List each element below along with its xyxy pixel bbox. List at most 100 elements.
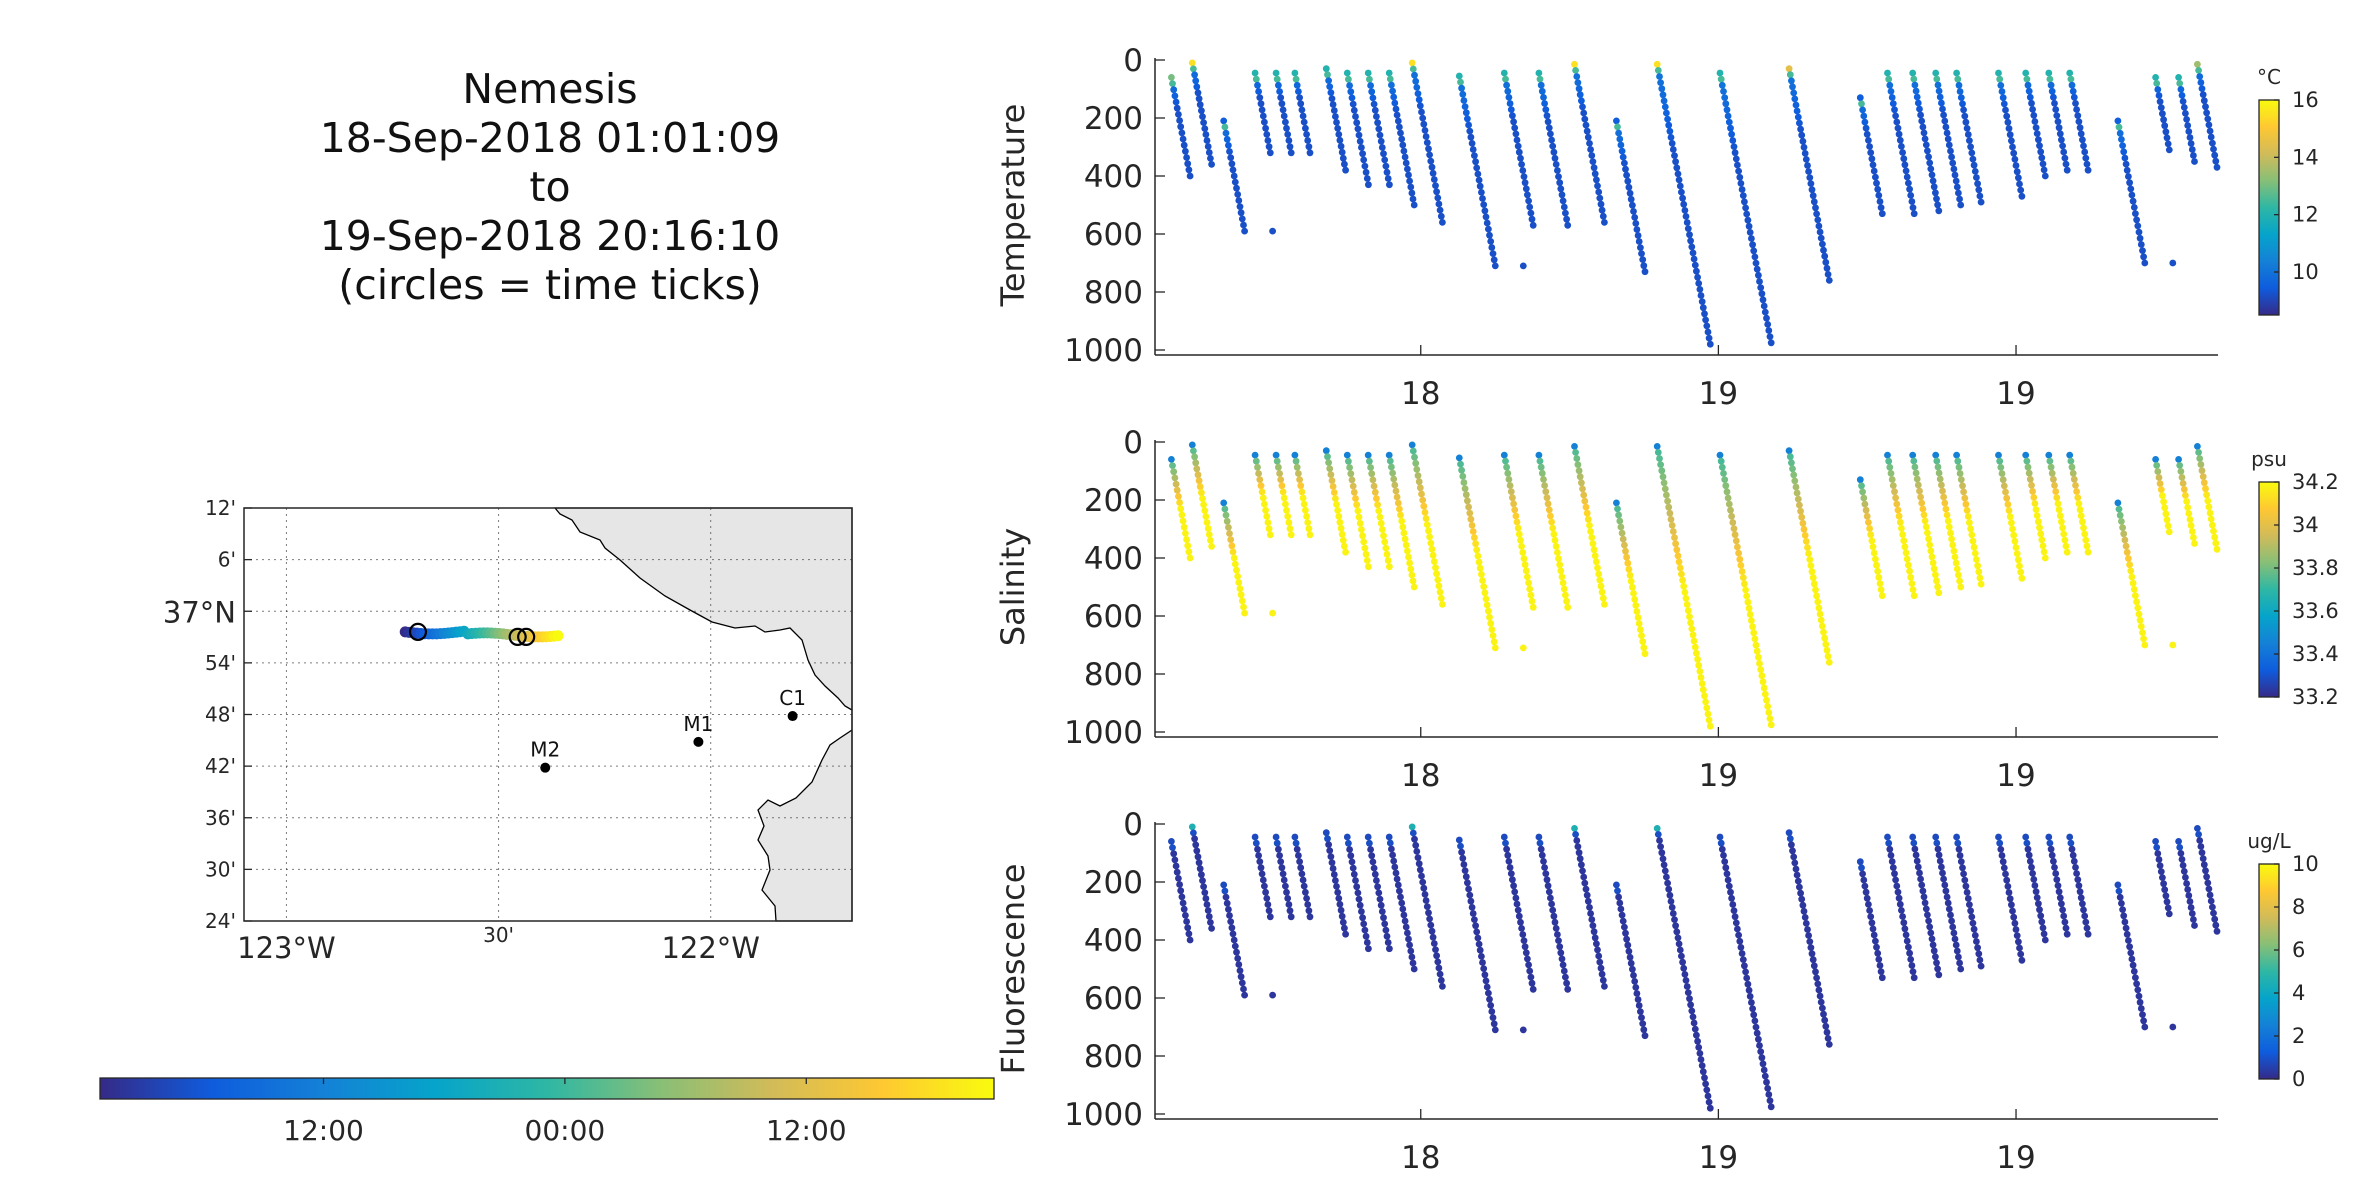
salinity-point-16-15 — [1671, 534, 1678, 541]
temperature-point-3-10 — [1263, 131, 1271, 138]
fluorescence-point-17-33 — [1755, 1035, 1762, 1043]
fluorescence-point-14-20 — [1594, 946, 1601, 954]
fluorescence-point-22-5 — [1938, 863, 1945, 871]
temperature-point-19-16 — [1875, 192, 1883, 199]
fluorescence-point-11-0 — [1455, 836, 1463, 844]
salinity-point-27-4 — [2070, 475, 2078, 483]
fluorescence-point-30-14 — [2191, 922, 2198, 929]
temperature-point-25-16 — [2040, 166, 2048, 174]
temperature-point-2-14 — [1236, 203, 1244, 211]
salinity-point-15-15 — [1630, 590, 1637, 597]
salinity-point-1-9 — [1199, 495, 1206, 502]
salinity-point-18-26 — [1815, 604, 1823, 612]
temperature-point-20-11 — [1896, 136, 1904, 144]
salinity-point-16-13 — [1668, 522, 1676, 529]
fluorescence-point-3-3 — [1255, 852, 1262, 859]
fluorescence-point-15-0 — [1613, 881, 1620, 889]
salinity-point-16-12 — [1667, 516, 1675, 523]
temperature-point-4-13 — [1287, 149, 1295, 157]
temperature-point-20-15 — [1901, 161, 1909, 169]
station-label-c1: C1 — [779, 686, 806, 710]
fluorescence-point-25-9 — [2032, 888, 2040, 895]
temperature-point-12-5 — [1506, 100, 1514, 107]
temperature-point-0-3 — [1171, 92, 1179, 100]
temperature-point-10-16 — [1427, 157, 1435, 165]
temperature-point-7-8 — [1353, 119, 1361, 127]
temperature-point-15-7 — [1621, 159, 1628, 167]
fluorescence-point-29-1 — [2153, 844, 2161, 851]
fluorescence-point-16-34 — [1693, 1031, 1700, 1039]
temperature-point-15-20 — [1635, 238, 1643, 245]
fluorescence-point-28-extra — [2169, 1023, 2177, 1031]
salinity-point-1-1 — [1190, 447, 1197, 455]
fluorescence-point-4-9 — [1283, 888, 1290, 896]
salinity-point-22-13 — [1947, 529, 1954, 537]
fluorescence-point-21-20 — [1932, 953, 1939, 961]
salinity-point-18-14 — [1801, 532, 1809, 539]
fluorescence-point-10-6 — [1415, 860, 1423, 868]
temperature-point-11-3 — [1459, 90, 1467, 98]
salinity-point-10-2 — [1411, 453, 1418, 461]
temperature-point-20-6 — [1891, 106, 1898, 114]
salinity-point-12-14 — [1517, 536, 1524, 544]
salinity-point-31-1 — [2195, 449, 2203, 456]
temperature-point-17-11 — [1729, 137, 1737, 144]
temperature-point-27-15 — [2083, 160, 2091, 168]
temperature-point-31-4 — [2198, 85, 2206, 92]
fluorescence-point-21-3 — [1912, 851, 1920, 859]
fluorescence-point-13-14 — [1551, 918, 1559, 926]
salinity-point-30-12 — [2188, 528, 2196, 535]
salinity-point-16-28 — [1686, 613, 1693, 621]
temperature-point-0-1 — [1169, 80, 1176, 87]
salinity-point-2-15 — [1237, 591, 1245, 599]
temperature-point-18-30 — [1820, 246, 1827, 254]
temperature-point-10-5 — [1414, 90, 1422, 97]
salinity-point-2-6 — [1227, 536, 1235, 543]
salinity-point-31-16 — [2212, 539, 2220, 547]
fluorescence-point-26-8 — [2054, 882, 2062, 889]
salinity-point-0-1 — [1169, 462, 1176, 469]
temperature-point-28-5 — [2120, 148, 2128, 156]
salinity-point-28-16 — [2133, 598, 2141, 606]
fluorescence-point-7-12 — [1358, 908, 1365, 915]
salinity-point-22-18 — [1952, 559, 1960, 567]
salinity-point-2-0 — [1220, 499, 1228, 507]
salinity-point-14-26 — [1601, 601, 1608, 608]
fluorescence-point-2-18 — [1241, 991, 1248, 999]
temperature-point-16-41 — [1701, 310, 1708, 318]
fluorescence-point-3-0 — [1251, 833, 1259, 841]
fluorescence-point-6-14 — [1338, 912, 1346, 920]
salinity-point-9-10 — [1397, 511, 1404, 519]
salinity-point-8-11 — [1377, 519, 1385, 527]
temperature-point-28-17 — [2134, 222, 2142, 230]
temperature-ctick-label-1: 12 — [2292, 203, 2319, 227]
salinity-point-30-3 — [2178, 474, 2186, 481]
fluorescence-point-18-10 — [1797, 889, 1804, 897]
fluorescence-point-14-12 — [1584, 897, 1592, 905]
salinity-point-2-11 — [1233, 566, 1240, 574]
fluorescence-ctick-label-1: 8 — [2292, 895, 2305, 919]
temperature-point-24-3 — [1998, 88, 2006, 95]
salinity-point-18-28 — [1817, 616, 1825, 624]
temperature-point-14-26 — [1601, 219, 1608, 226]
salinity-point-28-18 — [2135, 610, 2143, 618]
salinity-point-14-24 — [1598, 588, 1606, 596]
fluorescence-point-11-4 — [1460, 861, 1468, 868]
salinity-point-16-40 — [1699, 686, 1707, 694]
fluorescence-point-9-10 — [1397, 893, 1404, 901]
salinity-point-4-5 — [1278, 482, 1286, 490]
temperature-point-27-3 — [2069, 87, 2077, 95]
fluorescence-point-19-17 — [1876, 962, 1884, 969]
salinity-point-13-7 — [1543, 494, 1551, 502]
fluorescence-point-18-29 — [1819, 1004, 1826, 1012]
salinity-point-17-9 — [1727, 506, 1734, 514]
fluorescence-point-25-12 — [2036, 906, 2043, 914]
temperature-point-5-10 — [1303, 131, 1310, 138]
temperature-point-7-0 — [1343, 69, 1351, 77]
salinity-point-9-18 — [1406, 559, 1413, 567]
temperature-point-27-6 — [2073, 106, 2081, 113]
temperature-point-1-14 — [1204, 143, 1212, 150]
salinity-point-9-14 — [1401, 535, 1409, 543]
salinity-point-17-41 — [1764, 703, 1772, 710]
fluorescence-point-31-10 — [2205, 885, 2213, 893]
